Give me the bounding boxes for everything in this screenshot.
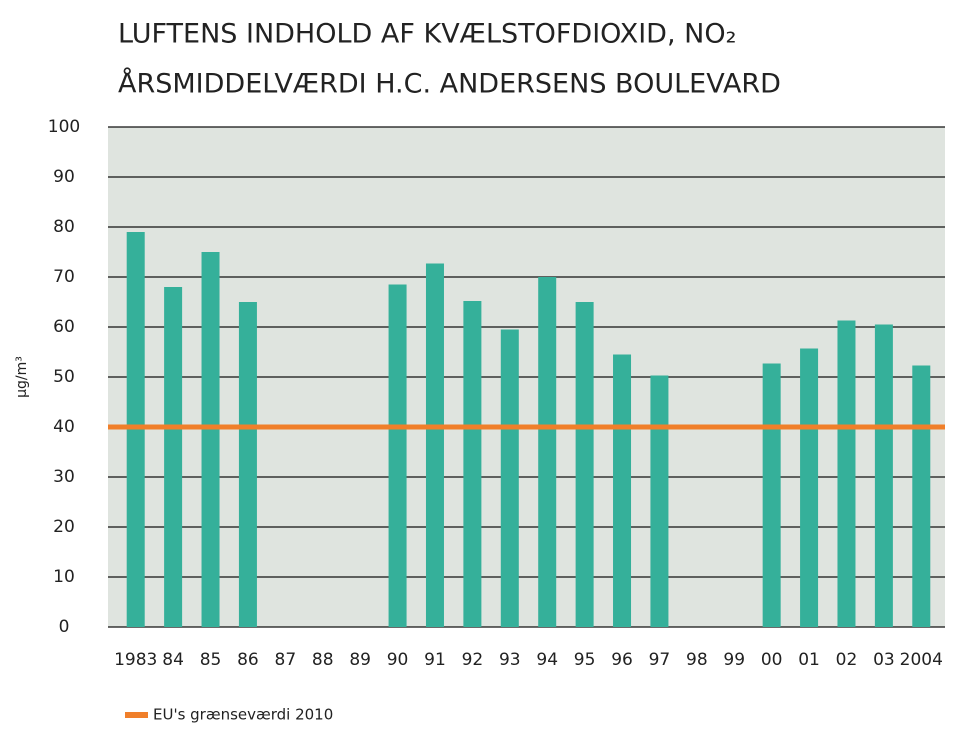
y-tick-label: 50 <box>53 367 75 387</box>
bar <box>201 252 220 627</box>
x-tick-label: 89 <box>349 650 371 670</box>
bar <box>762 363 781 627</box>
x-tick-label: 98 <box>686 650 708 670</box>
bar <box>500 329 519 627</box>
x-tick-label: 00 <box>761 650 783 670</box>
y-tick-label: 70 <box>53 267 75 287</box>
x-tick-label: 02 <box>836 650 858 670</box>
bar <box>538 277 557 627</box>
legend-swatch <box>125 712 148 718</box>
bar <box>800 348 819 627</box>
bar <box>164 287 183 627</box>
bar <box>575 302 594 627</box>
legend-label: EU's grænseværdi 2010 <box>153 706 333 724</box>
y-tick-label: 100 <box>48 117 80 137</box>
y-tick-label: 30 <box>53 467 75 487</box>
y-tick-label: 10 <box>53 567 75 587</box>
x-tick-label: 92 <box>462 650 484 670</box>
bar <box>613 354 632 627</box>
x-tick-label: 91 <box>424 650 446 670</box>
x-tick-label: 03 <box>873 650 895 670</box>
bar <box>238 302 257 627</box>
x-tick-label: 97 <box>649 650 671 670</box>
x-tick-label: 1983 <box>114 650 157 670</box>
x-tick-label: 94 <box>536 650 558 670</box>
bar <box>388 284 407 627</box>
x-tick-label: 95 <box>574 650 596 670</box>
y-tick-label: 40 <box>53 417 75 437</box>
bar <box>874 324 893 627</box>
x-tick-label: 86 <box>237 650 259 670</box>
bar <box>650 375 669 627</box>
bar <box>425 263 444 627</box>
x-tick-label: 2004 <box>900 650 943 670</box>
bar <box>463 301 482 627</box>
bar <box>912 365 931 627</box>
y-tick-label: 60 <box>53 317 75 337</box>
chart-subtitle: ÅRSMIDDELVÆRDI H.C. ANDERSENS BOULEVARD <box>118 68 781 100</box>
x-tick-label: 88 <box>312 650 334 670</box>
x-tick-label: 99 <box>723 650 745 670</box>
y-tick-label: 20 <box>53 517 75 537</box>
x-tick-label: 96 <box>611 650 633 670</box>
bar <box>837 320 856 627</box>
x-tick-label: 93 <box>499 650 521 670</box>
x-tick-label: 84 <box>162 650 184 670</box>
x-tick-label: 90 <box>387 650 409 670</box>
chart-title: LUFTENS INDHOLD AF KVÆLSTOFDIOXID, NO₂ <box>118 19 736 50</box>
y-tick-label: 90 <box>53 167 75 187</box>
x-tick-label: 87 <box>275 650 297 670</box>
y-tick-label: 80 <box>53 217 75 237</box>
x-tick-label: 85 <box>200 650 222 670</box>
y-axis-label: µg/m³ <box>14 356 30 398</box>
x-tick-label: 01 <box>798 650 820 670</box>
y-tick-label: 0 <box>59 617 70 637</box>
